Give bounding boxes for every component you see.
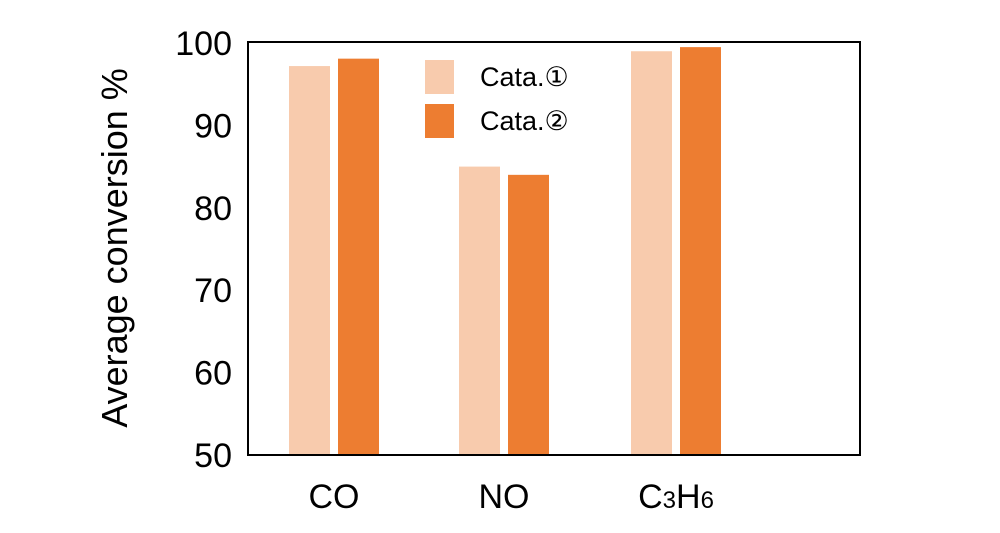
x-tick-label: C3H6	[638, 478, 714, 516]
y-axis-label: Average conversion %	[94, 68, 135, 428]
bar-no-series-1	[459, 166, 500, 455]
legend-label-2: Cata.②	[480, 106, 569, 136]
legend-swatch-2	[425, 104, 454, 138]
bar-co-series-1	[289, 66, 330, 456]
bar-c3h6-series-1	[631, 51, 672, 456]
y-tick-label: 70	[194, 272, 232, 310]
x-tick-label: CO	[309, 478, 360, 516]
legend-label-1: Cata.①	[480, 62, 569, 92]
legend-swatch-1	[425, 60, 454, 94]
plot-frame	[247, 41, 861, 456]
bar-c3h6-series-2	[680, 47, 721, 456]
bar-co-series-2	[338, 58, 379, 455]
y-tick-label: 50	[194, 437, 232, 475]
bar-no-series-2	[508, 174, 549, 455]
y-tick-label: 80	[194, 190, 232, 228]
x-tick-label: NO	[479, 478, 530, 516]
y-tick-label: 60	[194, 355, 232, 393]
y-tick-label: 100	[175, 25, 232, 63]
y-tick-label: 90	[194, 107, 232, 145]
